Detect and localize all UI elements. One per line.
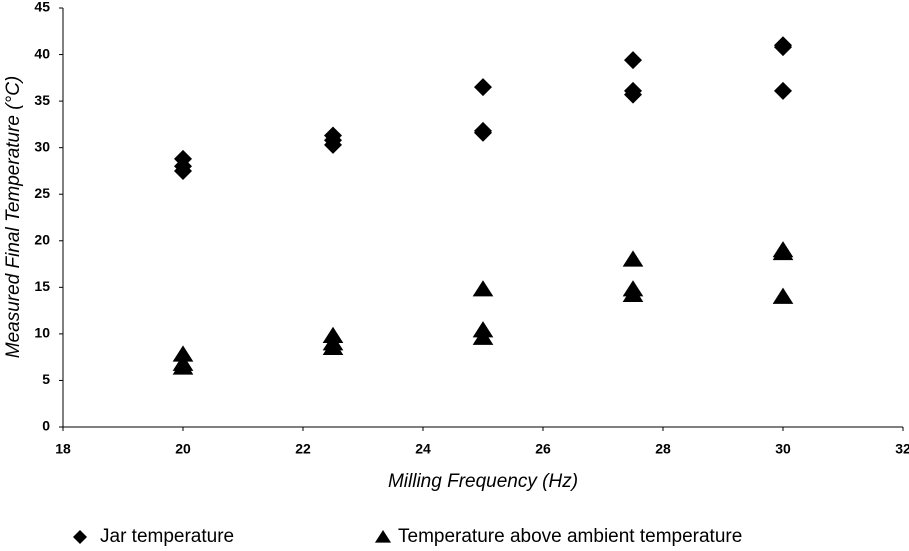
y-tick-label: 0 [42, 418, 50, 434]
y-tick-label: 35 [34, 92, 50, 108]
y-tick-label: 40 [34, 45, 50, 61]
x-tick-label: 30 [775, 441, 791, 457]
point [172, 358, 194, 375]
point [622, 250, 644, 267]
y-tick-label: 25 [34, 185, 50, 201]
y-tick-label: 10 [34, 325, 50, 341]
x-tick-label: 20 [175, 441, 191, 457]
x-tick-label: 32 [895, 441, 909, 457]
point [772, 243, 794, 261]
point [622, 285, 644, 302]
legend-label: Jar temperature [100, 526, 234, 547]
point [472, 280, 494, 297]
legend-marker [374, 530, 392, 543]
point [772, 287, 794, 304]
x-tick-label: 22 [295, 441, 311, 457]
point [174, 161, 192, 180]
point [774, 81, 792, 100]
point [624, 85, 642, 104]
y-tick-label: 30 [34, 138, 50, 154]
point [474, 78, 492, 97]
point [624, 51, 642, 70]
point [474, 123, 492, 142]
x-tick-label: 18 [55, 441, 71, 457]
x-tick-label: 26 [535, 441, 551, 457]
y-tick-label: 45 [34, 0, 50, 15]
point [472, 328, 494, 345]
x-tick-label: 28 [655, 441, 671, 457]
y-axis-label: Measured Final Temperature (°C) [3, 76, 24, 359]
point [774, 38, 792, 57]
y-tick-label: 5 [42, 371, 50, 387]
y-tick-label: 20 [34, 231, 50, 247]
legend-marker [73, 530, 87, 544]
x-tick-label: 24 [415, 441, 431, 457]
x-axis-label: Milling Frequency (Hz) [388, 471, 578, 492]
y-tick-label: 15 [34, 278, 50, 294]
legend-label: Temperature above ambient temperature [398, 526, 742, 547]
point [172, 345, 194, 362]
point [324, 135, 342, 154]
point [322, 338, 344, 356]
